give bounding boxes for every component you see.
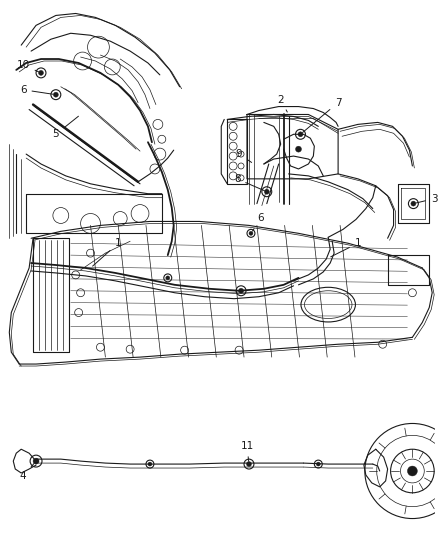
Text: 4: 4 bbox=[20, 463, 34, 481]
Circle shape bbox=[249, 231, 253, 235]
Text: 1: 1 bbox=[92, 238, 122, 266]
Circle shape bbox=[316, 462, 320, 466]
Circle shape bbox=[33, 458, 39, 464]
Circle shape bbox=[148, 462, 152, 466]
Text: 3: 3 bbox=[416, 193, 438, 204]
Text: 9: 9 bbox=[236, 149, 251, 163]
Circle shape bbox=[407, 466, 417, 476]
Circle shape bbox=[53, 92, 58, 97]
Circle shape bbox=[298, 132, 303, 137]
Text: 7: 7 bbox=[303, 98, 342, 133]
Text: 6: 6 bbox=[252, 214, 264, 231]
Circle shape bbox=[239, 288, 244, 293]
Circle shape bbox=[296, 146, 301, 152]
Circle shape bbox=[39, 70, 43, 75]
Text: 8: 8 bbox=[234, 174, 264, 191]
Text: 6: 6 bbox=[20, 85, 53, 95]
Text: 2: 2 bbox=[277, 95, 287, 112]
Text: 5: 5 bbox=[53, 116, 78, 139]
Circle shape bbox=[411, 201, 416, 206]
Text: 10: 10 bbox=[17, 60, 39, 72]
Text: 1: 1 bbox=[331, 238, 361, 257]
Circle shape bbox=[247, 462, 251, 466]
Circle shape bbox=[166, 276, 170, 280]
Text: 11: 11 bbox=[240, 441, 254, 462]
Circle shape bbox=[264, 189, 269, 194]
